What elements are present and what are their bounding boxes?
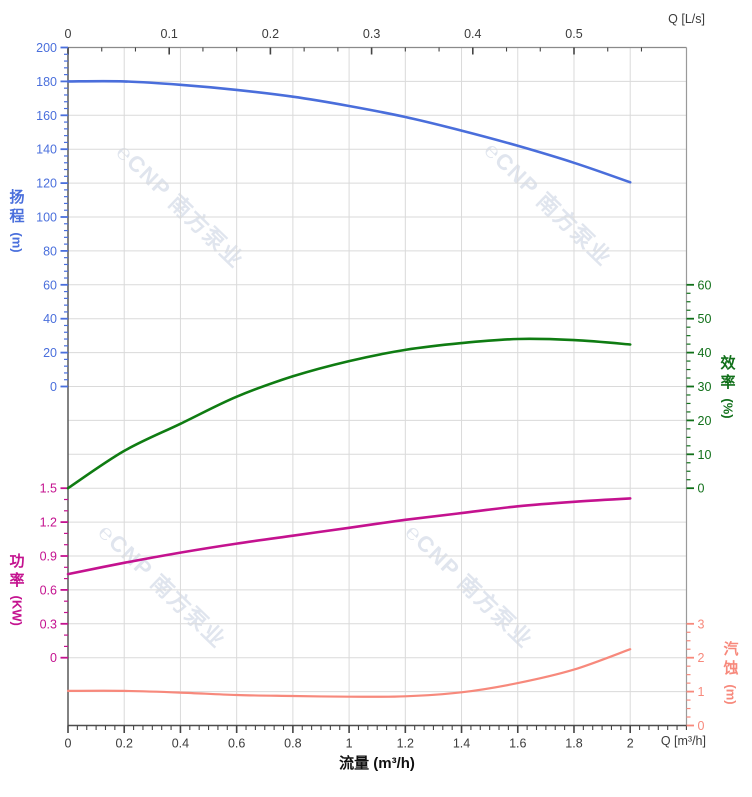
svg-text:0: 0 [50,651,57,665]
svg-text:0: 0 [698,719,705,733]
svg-text:0: 0 [698,482,705,496]
npsh-axis-name: 汽蚀 [723,641,739,677]
npsh-axis-title: 汽蚀 (m) [720,640,742,705]
efficiency-axis-unit: (%) [720,398,736,419]
svg-text:1: 1 [698,685,705,699]
svg-text:50: 50 [698,312,712,326]
svg-text:1.2: 1.2 [40,516,57,530]
svg-text:0.3: 0.3 [363,27,380,41]
flow-axis-title: 流量 (m³/h) [339,755,415,772]
svg-text:1.4: 1.4 [453,737,470,751]
svg-text:0.9: 0.9 [40,550,57,564]
svg-text:0: 0 [65,27,72,41]
svg-text:0.1: 0.1 [161,27,178,41]
power-axis-title: 功率 (KW) [6,552,28,626]
svg-text:0.2: 0.2 [116,737,133,751]
svg-text:10: 10 [698,448,712,462]
svg-text:30: 30 [698,380,712,394]
svg-text:0.8: 0.8 [284,737,301,751]
svg-text:180: 180 [36,75,57,89]
svg-text:0.4: 0.4 [172,737,189,751]
power-axis-unit: (KW) [9,595,25,626]
svg-text:140: 140 [36,143,57,157]
svg-text:1: 1 [346,737,353,751]
efficiency-axis-name: 效率 [720,355,736,391]
svg-text:0.6: 0.6 [40,583,57,597]
svg-text:0: 0 [50,380,57,394]
svg-text:0.5: 0.5 [565,27,582,41]
watermark: ℮CNP 南方泵业 [93,519,230,653]
npsh-axis-unit: (m) [723,684,739,705]
svg-text:2: 2 [698,651,705,665]
top-axis-unit: Q [L/s] [668,12,705,26]
npsh-curve [66,648,632,698]
svg-text:40: 40 [43,312,57,326]
svg-text:0.6: 0.6 [228,737,245,751]
svg-text:80: 80 [43,244,57,258]
svg-text:0.3: 0.3 [40,617,57,631]
head-axis-name: 扬程 [9,189,25,225]
head-axis-unit: (m) [9,232,25,253]
watermark: ℮CNP 南方泵业 [400,519,537,653]
svg-text:40: 40 [698,346,712,360]
svg-text:100: 100 [36,211,57,225]
svg-text:0.2: 0.2 [262,27,279,41]
svg-text:160: 160 [36,109,57,123]
bottom-axis-unit: Q [m³/h] [660,734,706,748]
svg-text:1.5: 1.5 [40,482,57,496]
efficiency-axis-title: 效率 (%) [717,354,739,419]
svg-text:20: 20 [43,346,57,360]
svg-text:60: 60 [43,278,57,292]
svg-text:0: 0 [65,737,72,751]
svg-text:2: 2 [627,737,634,751]
power-axis-name: 功率 [9,553,25,589]
svg-text:1.6: 1.6 [509,737,526,751]
head-axis-title: 扬程 (m) [6,188,28,253]
head-curve [66,79,632,184]
svg-text:60: 60 [698,278,712,292]
eff-curve [66,337,632,490]
svg-text:120: 120 [36,177,57,191]
svg-text:3: 3 [698,617,705,631]
svg-text:200: 200 [36,41,57,55]
svg-text:1.2: 1.2 [397,737,414,751]
svg-text:1.8: 1.8 [565,737,582,751]
svg-text:20: 20 [698,414,712,428]
svg-text:0.4: 0.4 [464,27,481,41]
power-curve [66,497,632,576]
